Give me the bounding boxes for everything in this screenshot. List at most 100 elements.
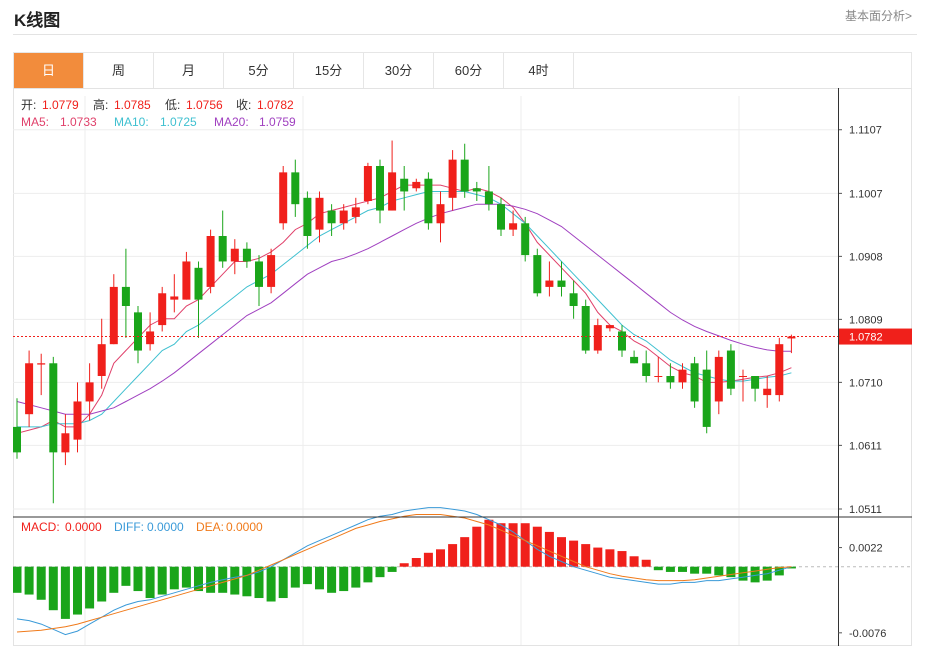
dea-label: DEA: — [196, 520, 224, 534]
macd-bar — [387, 566, 397, 572]
macd-bar — [641, 559, 651, 567]
macd-bar — [665, 566, 675, 572]
ma10-label: MA10: — [114, 115, 149, 129]
candle-body — [775, 344, 784, 396]
candle-body — [654, 376, 663, 377]
macd-bar — [653, 566, 663, 571]
candle-body — [593, 325, 602, 351]
diff-line — [16, 507, 792, 636]
macd-bar — [569, 540, 579, 567]
macd-bar — [206, 566, 216, 593]
candle-body — [97, 344, 106, 376]
ma20-label: MA20: — [214, 115, 249, 129]
ma10-line — [17, 191, 792, 428]
candle-body — [642, 363, 651, 376]
candle-body — [37, 363, 46, 365]
tab-60min[interactable]: 60分 — [434, 53, 504, 88]
candle-body — [545, 280, 554, 287]
header-divider — [13, 34, 917, 35]
candle-body — [484, 191, 493, 205]
y-tick-label: 1.0908 — [849, 251, 883, 263]
high-label: 高: — [93, 97, 108, 112]
macd-bar — [581, 544, 591, 567]
macd-bar — [290, 566, 300, 588]
candle-body — [424, 178, 433, 224]
tab-15min[interactable]: 15分 — [294, 53, 364, 88]
ma5-value: 1.0733 — [60, 115, 97, 129]
y-tick-label: 1.0611 — [849, 440, 882, 452]
dea-value: 0.0000 — [226, 520, 263, 534]
candle-body — [569, 293, 578, 306]
low-value: 1.0756 — [186, 98, 223, 112]
macd-bar — [194, 566, 203, 592]
macd-bar — [242, 566, 252, 597]
candle-body — [678, 369, 687, 383]
macd-bar — [726, 566, 736, 578]
candle-body — [49, 363, 58, 453]
candle-body — [73, 401, 82, 440]
macd-bar — [60, 566, 70, 619]
tab-5min[interactable]: 5分 — [224, 53, 294, 88]
candle-body — [533, 255, 542, 294]
candle-body — [460, 159, 469, 192]
candle-body — [581, 306, 590, 351]
candle-body — [85, 382, 94, 402]
macd-bar — [411, 558, 421, 567]
kline-chart-svg[interactable]: 1.1107 1.1007 1.0908 1.0809 1.0710 1.0611 1.05… — [12, 88, 912, 646]
macd-bar — [157, 566, 167, 595]
candle-body — [739, 376, 747, 377]
candle-body — [557, 280, 566, 287]
tab-week[interactable]: 周 — [84, 53, 154, 88]
chart-area[interactable]: 1.1107 1.1007 1.0908 1.0809 1.0710 1.0611 1.05… — [12, 88, 912, 646]
macd-y-tick-label: -0.0076 — [849, 628, 886, 640]
y-tick-label: 1.1107 — [849, 125, 882, 137]
period-tabs: 日 周 月 5分 15分 30分 60分 4时 — [13, 52, 912, 88]
candle-body — [206, 236, 215, 287]
macd-bar — [145, 566, 155, 599]
y-tick-label: 1.0511 — [849, 504, 882, 516]
macd-bar — [97, 566, 107, 602]
macd-bar — [169, 566, 179, 590]
tab-day[interactable]: 日 — [14, 53, 84, 88]
macd-bar — [230, 566, 240, 595]
candle-body — [605, 325, 614, 329]
candle-body — [751, 376, 760, 389]
high-value: 1.0785 — [114, 98, 151, 112]
candle-body — [242, 248, 251, 262]
tab-month[interactable]: 月 — [154, 53, 224, 88]
macd-bar — [605, 549, 615, 567]
macd-bar — [629, 556, 639, 567]
macd-bar — [750, 566, 760, 583]
macd-bar — [544, 531, 554, 567]
macd-bar — [557, 537, 566, 567]
tab-30min[interactable]: 30分 — [364, 53, 434, 88]
last-price-label: 1.0782 — [849, 332, 883, 344]
macd-value: 0.0000 — [65, 520, 102, 534]
candle-body — [109, 286, 118, 345]
candle-body — [230, 248, 239, 262]
candle-body — [146, 331, 155, 345]
candle-body — [630, 356, 639, 364]
macd-bar — [36, 566, 46, 600]
macd-bar — [423, 552, 433, 567]
y-tick-label: 1.0710 — [849, 377, 883, 389]
macd-label: MACD: — [21, 520, 60, 534]
y-tick-label: 1.0809 — [849, 314, 883, 326]
open-value: 1.0779 — [42, 98, 79, 112]
candle-body — [121, 286, 130, 306]
macd-bar — [690, 566, 700, 574]
candle-body — [763, 388, 772, 396]
candle-body — [497, 204, 505, 230]
macd-bar — [363, 566, 373, 583]
candle-body — [61, 433, 70, 453]
tab-4hour[interactable]: 4时 — [504, 53, 574, 88]
macd-bar — [436, 549, 445, 567]
candle-body — [158, 293, 167, 326]
ma5-label: MA5: — [21, 115, 49, 129]
candle-body — [376, 166, 384, 211]
fundamental-analysis-link[interactable]: 基本面分析> — [844, 9, 912, 23]
macd-bar — [472, 526, 482, 567]
candle-body — [388, 172, 397, 211]
low-label: 低: — [165, 98, 180, 112]
macd-bar — [327, 566, 337, 593]
